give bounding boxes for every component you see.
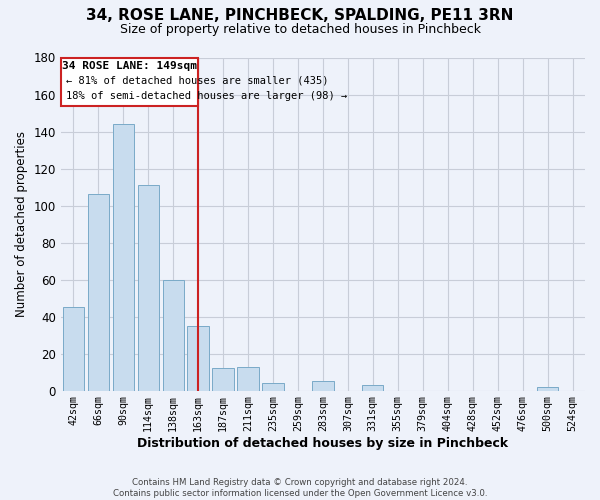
Bar [163,280,184,390]
Bar [187,326,209,390]
Bar [212,368,233,390]
Text: ← 81% of detached houses are smaller (435): ← 81% of detached houses are smaller (43… [66,76,329,86]
Text: Contains HM Land Registry data © Crown copyright and database right 2024.
Contai: Contains HM Land Registry data © Crown c… [113,478,487,498]
Bar [113,124,134,390]
Text: 34, ROSE LANE, PINCHBECK, SPALDING, PE11 3RN: 34, ROSE LANE, PINCHBECK, SPALDING, PE11… [86,8,514,22]
Bar [262,383,284,390]
FancyBboxPatch shape [61,58,198,106]
Text: 34 ROSE LANE: 149sqm: 34 ROSE LANE: 149sqm [62,61,197,71]
Bar [238,366,259,390]
Bar [137,185,159,390]
Text: 18% of semi-detached houses are larger (98) →: 18% of semi-detached houses are larger (… [66,91,347,101]
Y-axis label: Number of detached properties: Number of detached properties [15,131,28,317]
Bar [362,385,383,390]
Bar [88,194,109,390]
Bar [312,382,334,390]
Bar [537,387,558,390]
Text: Size of property relative to detached houses in Pinchbeck: Size of property relative to detached ho… [119,22,481,36]
X-axis label: Distribution of detached houses by size in Pinchbeck: Distribution of detached houses by size … [137,437,508,450]
Bar [62,308,84,390]
